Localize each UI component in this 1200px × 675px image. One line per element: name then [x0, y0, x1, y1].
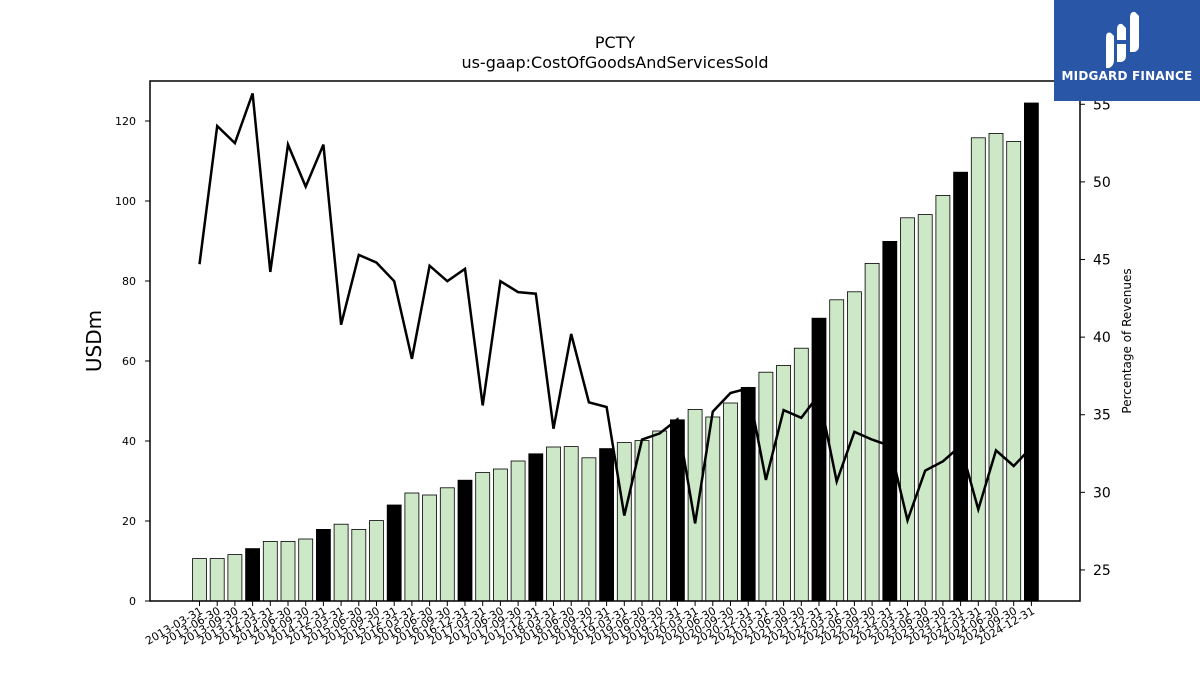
percentage-line	[198, 92, 1033, 525]
bar	[1006, 140, 1022, 602]
y-tick-label-left: 80	[122, 275, 136, 288]
bar	[793, 347, 809, 602]
bar	[581, 457, 597, 602]
bar	[209, 558, 225, 602]
bar	[280, 541, 296, 602]
bar	[510, 460, 526, 602]
bar	[864, 262, 880, 602]
y-tick-label-right: 55	[1093, 97, 1111, 113]
chart-title: PCTY	[594, 33, 636, 52]
midgard-logo-icon	[1106, 11, 1139, 68]
y-tick-label-left: 100	[115, 195, 136, 208]
bar	[333, 523, 349, 602]
y-tick-label-left: 20	[122, 515, 136, 528]
bar	[758, 371, 774, 602]
bar	[528, 453, 544, 602]
bar	[422, 494, 438, 602]
bar	[245, 548, 261, 602]
bar	[776, 364, 791, 602]
bar	[227, 554, 243, 602]
y-tick-label-left: 120	[115, 115, 136, 128]
bar	[616, 442, 632, 602]
y-tick-label-left: 0	[129, 595, 136, 608]
bar	[988, 132, 1004, 602]
y-tick-label-right: 40	[1093, 330, 1111, 346]
bar	[192, 558, 207, 602]
bar	[351, 529, 367, 602]
bar	[882, 240, 898, 602]
bar	[970, 137, 986, 602]
bar	[900, 217, 915, 602]
y-tick-label-left: 40	[122, 435, 136, 448]
bar	[262, 541, 278, 602]
midgard-logo: MIDGARD FINANCE	[1054, 0, 1200, 101]
chart-subtitle: us-gaap:CostOfGoodsAndServicesSold	[461, 53, 769, 72]
bar	[563, 446, 579, 602]
bar	[599, 448, 614, 602]
y-tick-label-right: 30	[1093, 485, 1111, 501]
bar	[546, 446, 561, 602]
bar	[439, 487, 455, 602]
y-axis-label-left: USDm	[82, 310, 106, 372]
bar	[953, 171, 968, 602]
bar	[652, 430, 668, 602]
bar	[475, 472, 491, 602]
bar	[298, 538, 314, 602]
bar	[457, 479, 473, 602]
bar	[315, 529, 331, 602]
plot-frame	[149, 80, 1081, 602]
y-axis-label-right: Percentage of Revenues	[1120, 268, 1134, 413]
y-tick-label-right: 25	[1093, 563, 1111, 579]
y-tick-label-left: 60	[122, 355, 136, 368]
logo-text: MIDGARD FINANCE	[1061, 69, 1193, 83]
bar	[1024, 102, 1039, 602]
y-tick-label-right: 50	[1093, 175, 1111, 191]
y-tick-label-right: 35	[1093, 408, 1111, 424]
bar	[935, 194, 951, 602]
bar	[811, 317, 827, 602]
bar	[386, 504, 402, 602]
bar	[404, 492, 420, 602]
bar	[369, 520, 384, 602]
bar	[917, 214, 933, 602]
bar	[723, 402, 738, 602]
y-tick-label-right: 45	[1093, 253, 1111, 269]
bar	[829, 299, 845, 602]
bar	[687, 408, 703, 602]
bar	[492, 468, 508, 602]
